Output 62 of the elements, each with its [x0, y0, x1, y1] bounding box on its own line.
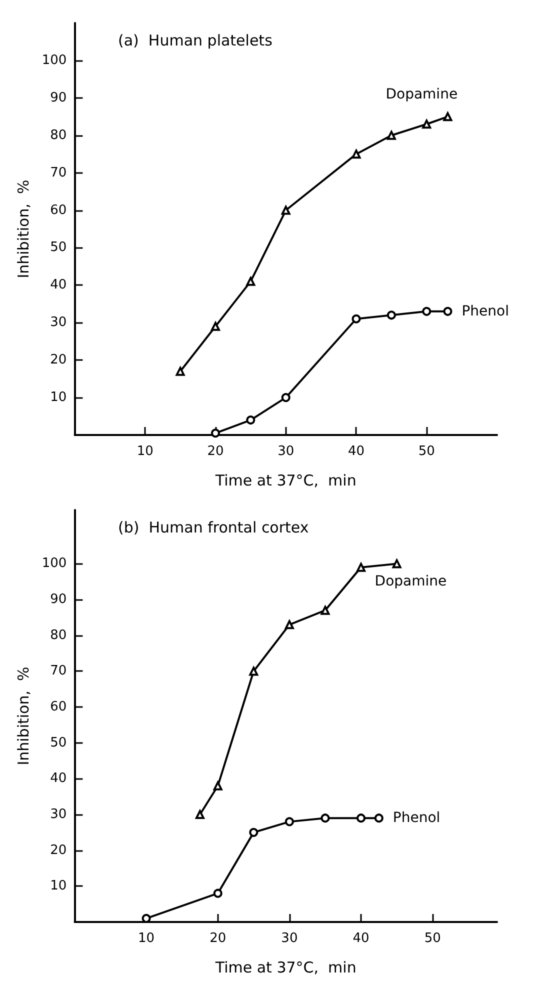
point	[392, 559, 402, 568]
point	[281, 393, 290, 402]
y-tick-label: 30	[50, 807, 67, 822]
y-tick-label: 10	[50, 390, 67, 406]
point	[356, 814, 366, 823]
x-tick-label: 20	[207, 444, 224, 459]
x-tick-label: 50	[418, 444, 435, 459]
series-label: Dopamine	[374, 574, 447, 590]
y-tick-label: 60	[50, 202, 67, 218]
y-tick-label: 100	[42, 52, 67, 68]
point	[249, 828, 258, 837]
point	[249, 666, 258, 676]
x-tick-label: 40	[352, 931, 370, 946]
y-tick-label: 20	[50, 352, 67, 368]
point	[422, 306, 432, 316]
y-tick-label: 20	[50, 842, 67, 858]
point	[246, 276, 256, 286]
y-tick-label: 70	[50, 664, 67, 679]
text: (b) Human frontal cortex	[118, 518, 309, 536]
point	[213, 781, 222, 790]
point	[374, 814, 384, 823]
y-tick-label: 50	[50, 240, 67, 256]
point	[176, 366, 185, 376]
y-tick-label: 90	[50, 592, 67, 608]
x-tick-label: 30	[281, 931, 298, 946]
y-tick-label: 40	[50, 771, 67, 786]
y-axis-title: Inhibition, %	[14, 180, 32, 278]
point	[246, 416, 256, 425]
y-tick-label: 40	[50, 278, 67, 293]
point	[213, 888, 222, 898]
point	[443, 306, 452, 316]
x-tick-label: 20	[210, 931, 226, 946]
x-tick-label: 10	[136, 444, 154, 459]
series-label: Phenol	[462, 303, 509, 320]
y-tick-label: 80	[50, 128, 67, 143]
x-tick-label: 40	[348, 444, 365, 459]
point	[356, 562, 366, 572]
point	[386, 310, 396, 320]
x-tick-label: 50	[424, 931, 441, 946]
x-axis-title: Time at 37°C, min	[214, 958, 356, 976]
y-tick-label: 70	[50, 165, 67, 180]
point	[386, 130, 396, 140]
y-tick-label: 100	[42, 556, 67, 572]
point	[320, 606, 330, 615]
y-tick-label: 10	[50, 878, 67, 894]
point	[284, 817, 294, 826]
y-tick-label: 30	[50, 315, 67, 330]
y-tick-label: 50	[50, 735, 67, 750]
x-tick-label: 30	[278, 444, 294, 459]
point	[210, 322, 220, 331]
point	[281, 206, 290, 215]
x-tick-label: 10	[138, 931, 155, 946]
x-axis-title: Time at 37°C, min	[214, 472, 356, 490]
point	[352, 314, 361, 324]
y-tick-label: 60	[50, 700, 67, 715]
series-label: Dopamine	[386, 86, 458, 103]
series-label: Phenol	[392, 810, 440, 826]
y-tick-label: 90	[50, 90, 67, 106]
text: (a) Human platelets	[118, 32, 273, 50]
y-axis-title: Inhibition, %	[14, 666, 32, 766]
y-tick-label: 80	[50, 628, 67, 643]
point	[320, 814, 330, 823]
